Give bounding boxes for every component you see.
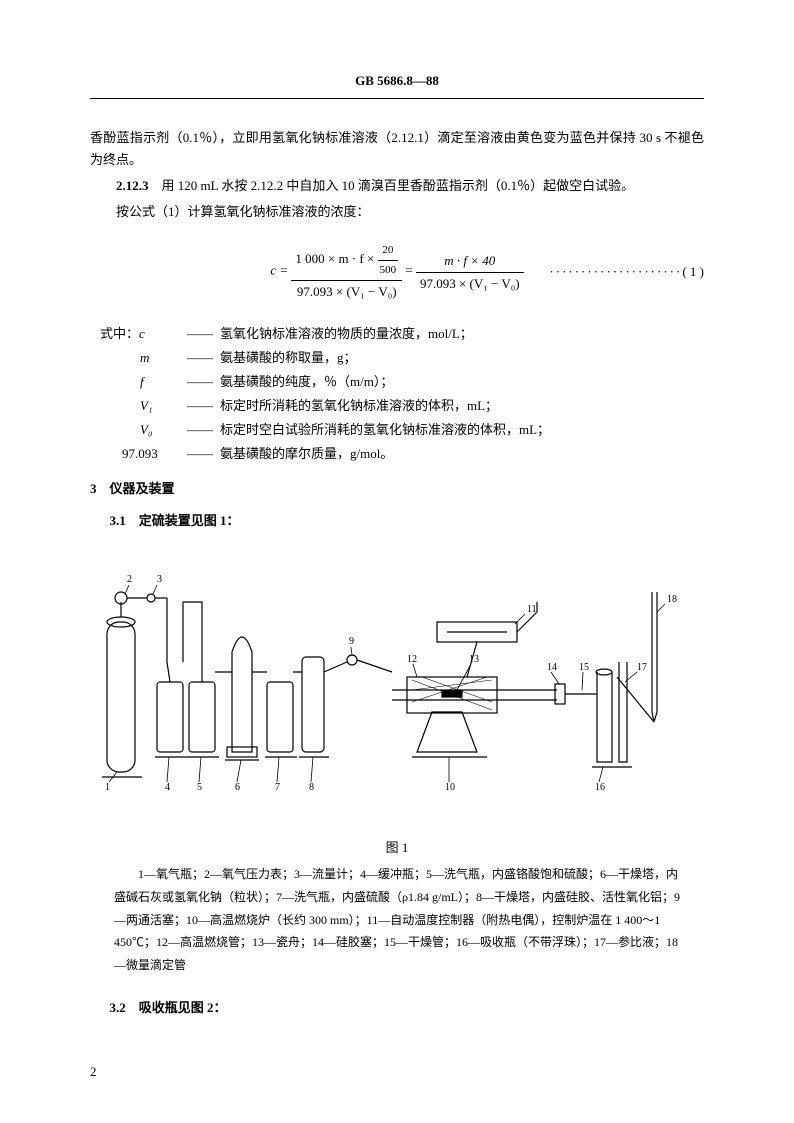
paragraph-2-text: 用 120 mL 水按 2.12.2 中自加入 10 滴溴百里香酚蓝指示剂（0.…: [162, 178, 635, 193]
fig-label-4: 4: [165, 782, 170, 793]
document-header: GB 5686.8—88: [90, 70, 704, 92]
fig-label-10: 10: [445, 782, 455, 793]
def-text: 氨基磺酸的纯度，％（m/m）；: [220, 371, 704, 393]
def-sym: f: [140, 374, 144, 389]
formula-1: c = 1 000 × m · f × 20 500 97.093 × (V₁ …: [90, 241, 704, 302]
defs-intro: 式中：: [100, 326, 139, 341]
def-dash: ——: [180, 419, 220, 441]
fig-label-6: 6: [235, 782, 240, 793]
figure-1-title: 图 1: [100, 836, 694, 859]
fig-label-9: 9: [349, 636, 354, 647]
fig-label-5: 5: [197, 782, 202, 793]
formula-frac-1: 1 000 × m · f × 20 500 97.093 × (V₁ − V₀…: [291, 241, 402, 302]
fig-label-12: 12: [407, 654, 417, 665]
fig-label-17: 17: [637, 662, 647, 673]
fig-label-13: 13: [469, 654, 479, 665]
apparatus-diagram: 1 2 3 4 5 6 7 8 9 10 11 12 13 1: [97, 562, 697, 822]
fig-label-1: 1: [105, 782, 110, 793]
fig-label-2: 2: [127, 574, 132, 585]
def-dash: ——: [180, 395, 220, 417]
def-row: 97.093 —— 氨基磺酸的摩尔质量，g/mol。: [90, 443, 704, 465]
formula-den2: 97.093 × (V₁ − V₀): [416, 273, 524, 295]
section-3-1-heading: 3.1 定硫装置见图 1：: [90, 510, 704, 532]
paragraph-3: 按公式（1）计算氢氧化钠标准溶液的浓度：: [90, 201, 704, 223]
def-dash: ——: [180, 443, 220, 465]
def-row: V₁ —— 标定时所消耗的氢氧化钠标准溶液的体积，mL；: [90, 395, 704, 417]
paragraph-1: 香酚蓝指示剂（0.1％），立即用氢氧化钠标准溶液（2.12.1）滴定至溶液由黄色…: [90, 127, 704, 171]
def-dash: ——: [180, 323, 220, 345]
def-text: 氨基磺酸的摩尔质量，g/mol。: [220, 443, 704, 465]
fig-label-16: 16: [595, 782, 605, 793]
section-3-2-heading: 3.2 吸收瓶见图 2：: [90, 997, 704, 1019]
def-sym: c: [139, 326, 145, 341]
variable-definitions: 式中：c —— 氢氧化钠标准溶液的物质的量浓度，mol/L； m —— 氨基磺酸…: [90, 323, 704, 466]
def-row: f —— 氨基磺酸的纯度，％（m/m）；: [90, 371, 704, 393]
def-sym: 97.093: [122, 446, 158, 461]
fig-label-3: 3: [157, 574, 162, 585]
def-sym: V₁: [140, 398, 152, 413]
formula-eq: =: [405, 263, 412, 278]
def-dash: ——: [180, 347, 220, 369]
fig-label-8: 8: [309, 782, 314, 793]
fig-label-11: 11: [527, 604, 537, 615]
equation-number: ·····················( 1 ): [549, 261, 704, 283]
fig-label-18: 18: [667, 594, 677, 605]
def-text: 标定时空白试验所消耗的氢氧化钠标准溶液的体积，mL；: [220, 419, 704, 441]
formula-frac-2: m · f × 40 97.093 × (V₁ − V₀): [416, 250, 524, 295]
def-sym: m: [140, 350, 149, 365]
fig-label-14: 14: [547, 662, 557, 673]
figure-1: 1 2 3 4 5 6 7 8 9 10 11 12 13 1: [90, 562, 704, 977]
section-number: 2.12.3: [116, 178, 149, 193]
paragraph-2: 2.12.3 用 120 mL 水按 2.12.2 中自加入 10 滴溴百里香酚…: [90, 175, 704, 197]
def-text: 标定时所消耗的氢氧化钠标准溶液的体积，mL；: [220, 395, 704, 417]
formula-inner-frac: 20 500: [378, 241, 399, 279]
def-row: m —— 氨基磺酸的称取量，g；: [90, 347, 704, 369]
formula-den1: 97.093 × (V₁ − V₀): [291, 281, 402, 303]
formula-lhs: c =: [270, 263, 288, 278]
def-text: 氨基磺酸的称取量，g；: [220, 347, 704, 369]
fig-label-7: 7: [275, 782, 280, 793]
formula-num2: m · f × 40: [416, 250, 524, 273]
section-3-heading: 3 仪器及装置: [90, 478, 704, 500]
figure-1-legend: 1—氧气瓶；2—氧气压力表；3—流量计；4—缓冲瓶；5—洗气瓶，内盛铬酸饱和硫酸…: [90, 863, 704, 977]
fig-label-15: 15: [579, 662, 589, 673]
formula-num1a: 1 000 × m · f ×: [295, 252, 374, 267]
def-row: V₀ —— 标定时空白试验所消耗的氢氧化钠标准溶液的体积，mL；: [90, 419, 704, 441]
page-number: 2: [90, 1061, 97, 1083]
header-rule: [90, 98, 704, 99]
def-sym: V₀: [140, 422, 152, 437]
def-row: 式中：c —— 氢氧化钠标准溶液的物质的量浓度，mol/L；: [90, 323, 704, 345]
def-dash: ——: [180, 371, 220, 393]
def-text: 氢氧化钠标准溶液的物质的量浓度，mol/L；: [220, 323, 704, 345]
